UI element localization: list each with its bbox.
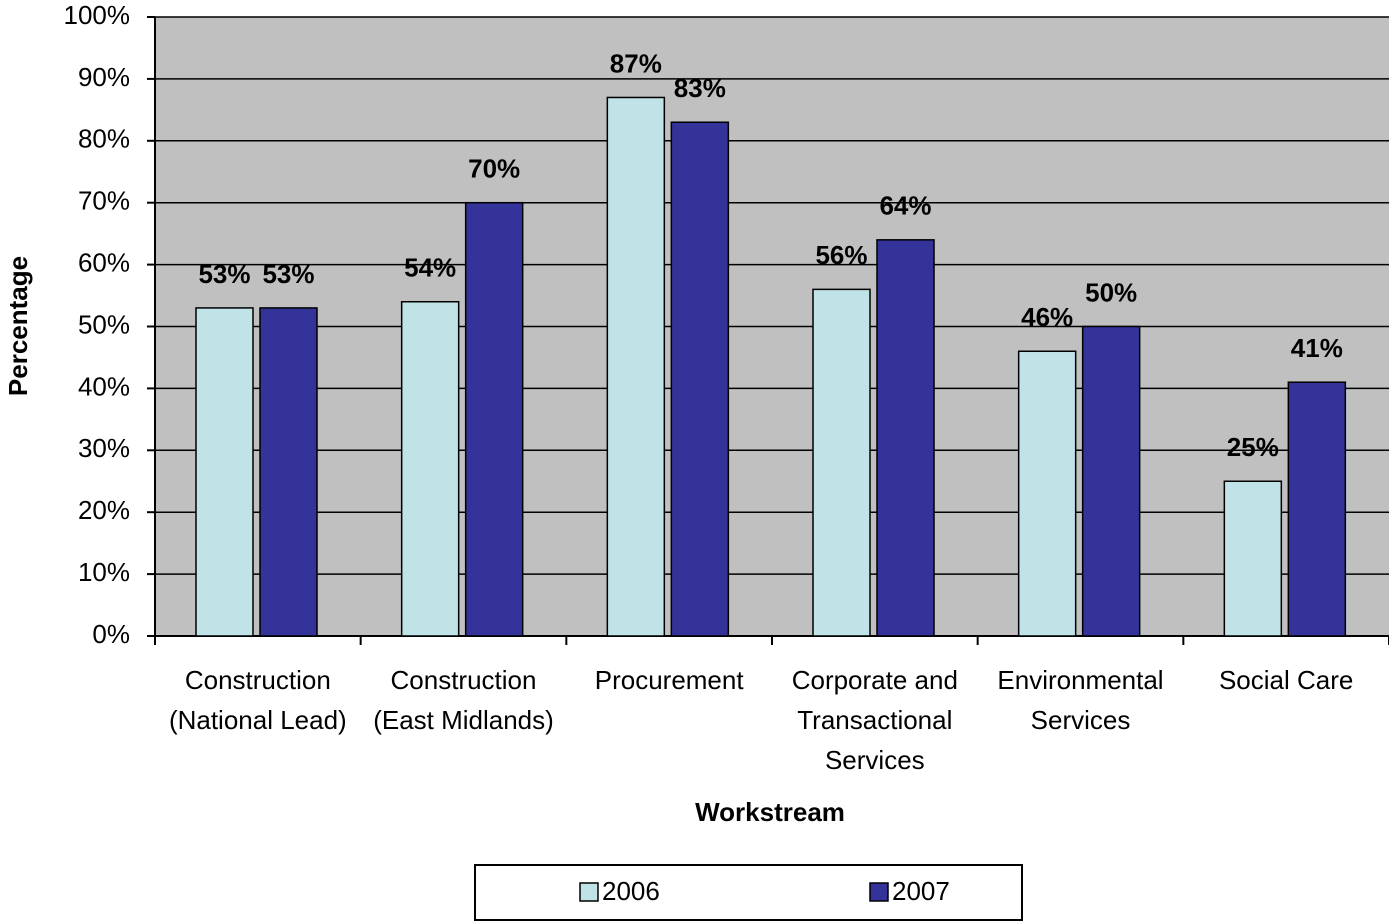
data-label: 83%	[674, 73, 726, 103]
y-tick-label: 60%	[78, 247, 130, 277]
data-label: 64%	[879, 191, 931, 221]
y-axis-title: Percentage	[3, 256, 33, 396]
data-label: 53%	[198, 259, 250, 289]
data-label: 50%	[1085, 277, 1137, 307]
y-tick-label: 20%	[78, 495, 130, 525]
y-tick-label: 100%	[64, 0, 131, 30]
legend	[474, 864, 1023, 921]
data-label: 53%	[262, 259, 314, 289]
data-label: 46%	[1021, 302, 1073, 332]
x-tick-label: Corporate and Transactional Services	[791, 665, 958, 775]
bar	[1287, 381, 1347, 637]
data-label: 56%	[815, 240, 867, 270]
legend-label: 2006	[602, 876, 660, 906]
y-tick-label: 70%	[78, 186, 130, 216]
x-tick-label: Construction (East Midlands)	[373, 665, 554, 735]
bar	[606, 96, 666, 637]
bar	[1017, 350, 1077, 637]
x-axis-title: Workstream	[695, 797, 845, 827]
legend-swatch	[869, 882, 889, 902]
x-tick-label: Social Care	[1218, 665, 1354, 695]
data-label: 25%	[1227, 432, 1279, 462]
bar	[464, 201, 524, 637]
bar	[195, 307, 254, 637]
bar	[400, 300, 460, 637]
y-tick-label: 0%	[92, 619, 130, 649]
data-label: 54%	[404, 253, 456, 283]
y-tick-label: 50%	[78, 309, 130, 339]
bar	[1223, 480, 1283, 637]
data-label: 70%	[468, 154, 520, 184]
x-tick-label: Environmental Services	[997, 665, 1164, 735]
y-tick-label: 40%	[78, 371, 130, 401]
bar	[670, 121, 730, 637]
data-label: 87%	[610, 48, 662, 78]
y-tick-label: 10%	[78, 557, 130, 587]
x-tick-label: Procurement	[594, 665, 744, 695]
y-tick-label: 30%	[78, 433, 130, 463]
y-tick-label: 90%	[78, 62, 130, 92]
legend-swatch	[579, 882, 599, 902]
y-tick-label: 80%	[78, 124, 130, 154]
bar	[1081, 325, 1141, 637]
data-label: 41%	[1291, 333, 1343, 363]
legend-label: 2007	[892, 876, 950, 906]
x-tick-label: Construction (National Lead)	[168, 665, 347, 735]
bar	[876, 239, 935, 637]
bar	[259, 307, 318, 637]
bar	[812, 288, 871, 637]
